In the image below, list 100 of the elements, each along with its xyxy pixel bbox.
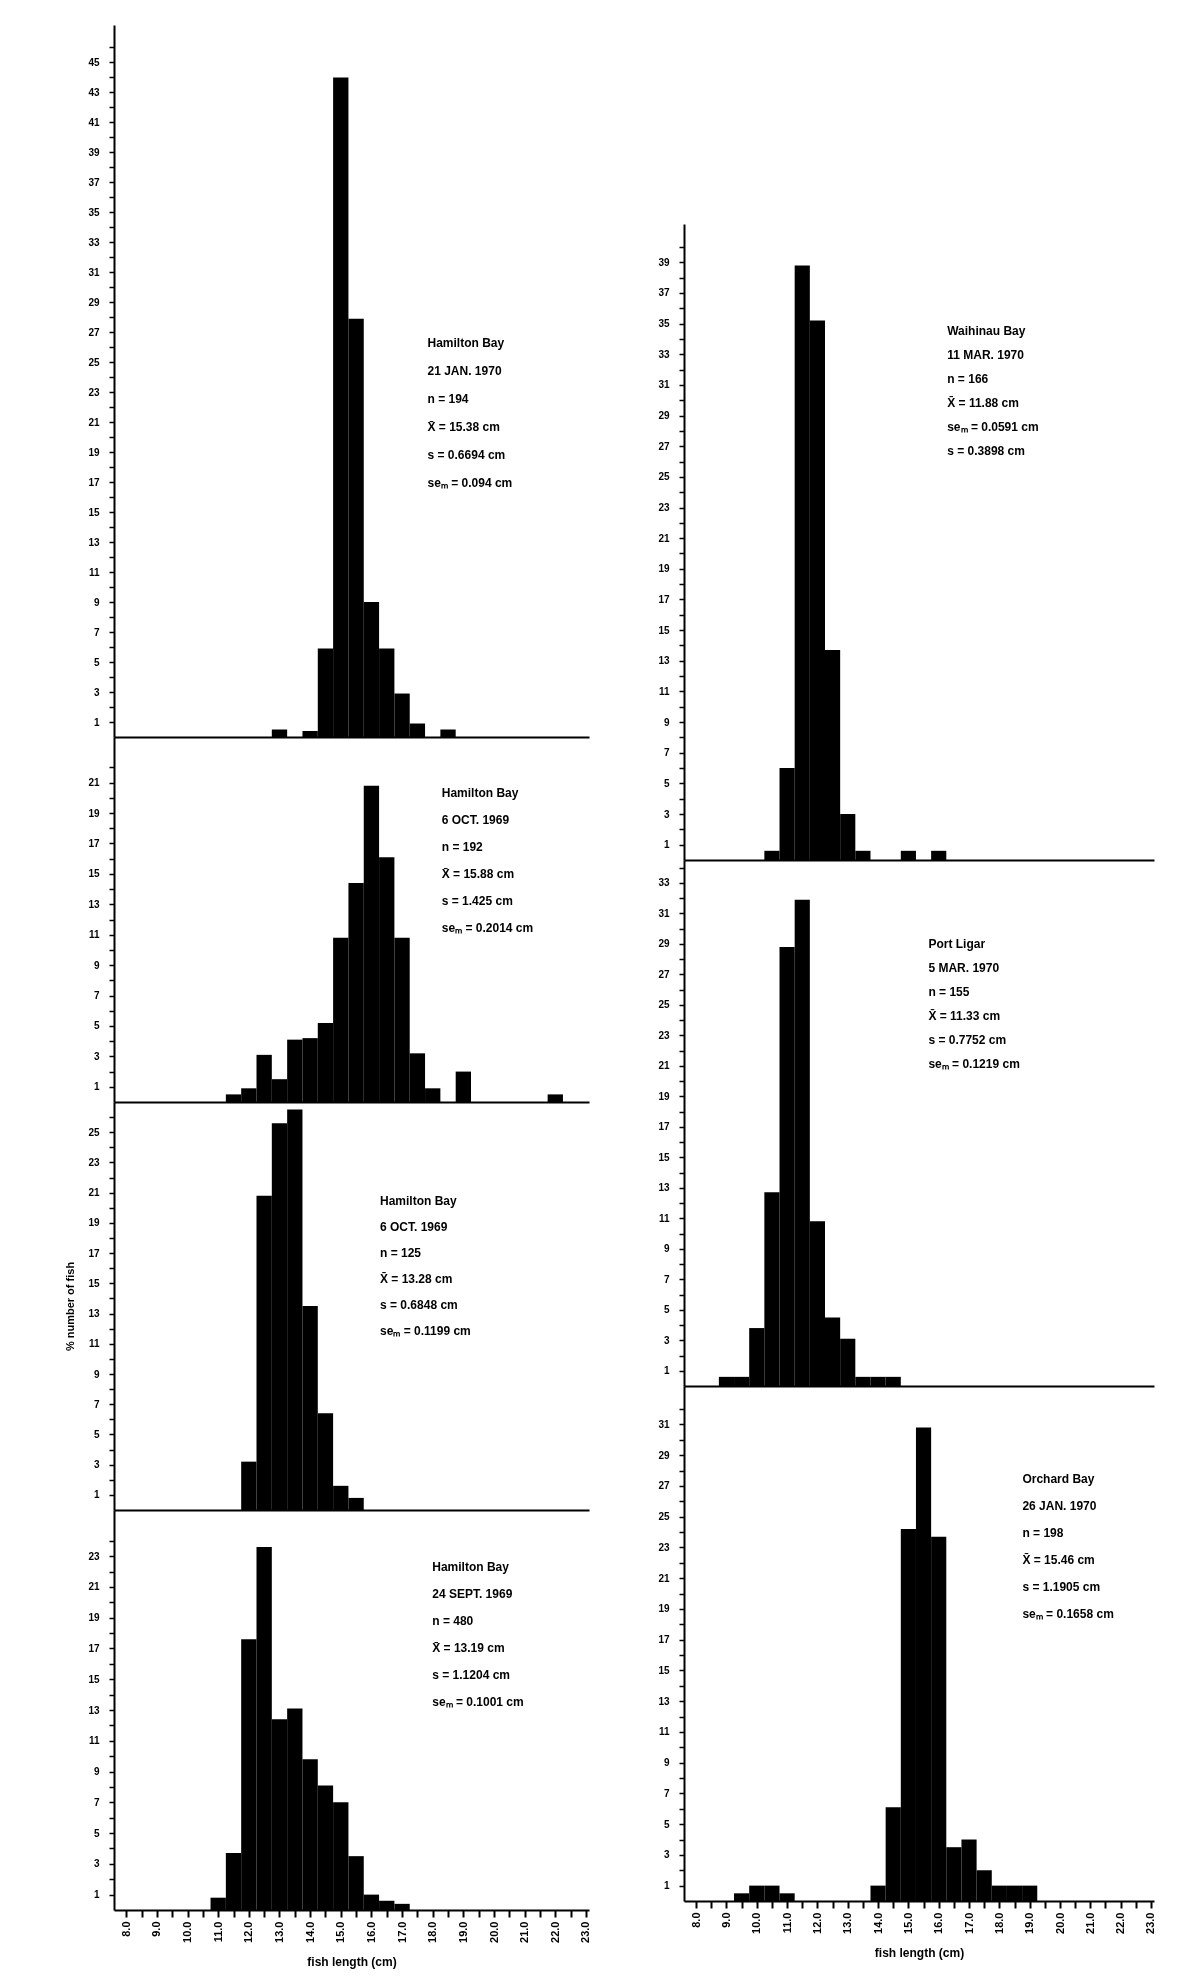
y-tick-label: 15 bbox=[658, 1151, 670, 1163]
annotation: X̄ = 15.88 cm bbox=[441, 867, 515, 882]
text: Hamilton Bay bbox=[427, 336, 505, 351]
y-tick-label: 43 bbox=[88, 86, 100, 98]
y-tick-label: 17 bbox=[658, 1121, 670, 1133]
y-tick-label: 15 bbox=[88, 868, 100, 880]
y-tick-label: 21 bbox=[658, 1060, 670, 1072]
x-tick-label: 17.0 bbox=[395, 1921, 408, 1943]
x-tick-label: 13.0 bbox=[272, 1921, 285, 1943]
x-axis-title: fish length (cm) bbox=[307, 1954, 397, 1969]
y-tick-label: 39 bbox=[658, 256, 670, 268]
y-axis-title: % number of fish bbox=[64, 1261, 77, 1352]
annotation: s = 1.425 cm bbox=[441, 894, 513, 909]
y-tick-label: 17 bbox=[88, 476, 100, 488]
y-tick-label: 35 bbox=[658, 318, 670, 330]
y-tick-label: 13 bbox=[88, 1704, 100, 1716]
y-tick-label: 27 bbox=[658, 440, 670, 452]
y-tick-label: 35 bbox=[88, 206, 100, 218]
annotation: s = 0.7752 cm bbox=[928, 1032, 1007, 1047]
y-tick-label: 41 bbox=[88, 116, 100, 128]
y-tick-label: 13 bbox=[658, 1695, 670, 1707]
annotation: n = 166 bbox=[947, 371, 989, 386]
y-tick-label: 23 bbox=[658, 502, 670, 514]
y-tick-label: 21 bbox=[88, 777, 100, 789]
y-tick-label: 15 bbox=[88, 506, 100, 518]
y-tick-label: 19 bbox=[658, 1090, 670, 1102]
y-tick-label: 13 bbox=[658, 1182, 670, 1194]
y-tick-label: 7 bbox=[93, 1796, 100, 1808]
y-tick-label: 23 bbox=[88, 386, 100, 398]
y-tick-label: 27 bbox=[88, 326, 100, 338]
x-tick-label: 11.0 bbox=[780, 1912, 793, 1934]
y-tick-label: 29 bbox=[658, 1449, 670, 1461]
y-tick-label: 3 bbox=[663, 808, 670, 820]
x-tick-label: 19.0 bbox=[1023, 1912, 1036, 1934]
annotation: n = 198 bbox=[1022, 1525, 1064, 1540]
y-tick-label: 25 bbox=[88, 356, 100, 368]
annotation: seₘ = 0.1199 cm bbox=[380, 1323, 471, 1338]
annotation: n = 192 bbox=[441, 840, 484, 855]
annotation: seₘ = 0.2014 cm bbox=[441, 921, 534, 936]
y-tick-label: 13 bbox=[658, 655, 670, 667]
annotation: seₘ = 0.094 cm bbox=[427, 476, 513, 491]
y-tick-label: 3 bbox=[663, 1849, 670, 1861]
y-tick-label: 1 bbox=[663, 1365, 670, 1377]
y-tick-label: 31 bbox=[658, 379, 670, 391]
y-tick-label: 31 bbox=[88, 266, 100, 278]
x-tick-label: 23.0 bbox=[579, 1921, 592, 1943]
x-tick-label: 13.0 bbox=[841, 1912, 854, 1934]
y-tick-label: 33 bbox=[658, 348, 670, 360]
x-tick-label: 23.0 bbox=[1144, 1912, 1157, 1934]
x-tick-label: 10.0 bbox=[181, 1921, 194, 1943]
y-tick-label: 13 bbox=[88, 536, 100, 548]
y-tick-label: 23 bbox=[658, 1541, 670, 1553]
x-tick-label: 11.0 bbox=[211, 1921, 224, 1943]
annotation: seₘ = 0.1001 cm bbox=[432, 1695, 524, 1709]
x-tick-label: 15.0 bbox=[901, 1912, 914, 1934]
y-tick-label: 1 bbox=[663, 1880, 670, 1892]
y-tick-label: 23 bbox=[88, 1156, 100, 1168]
x-tick-label: 17.0 bbox=[962, 1912, 975, 1934]
y-tick-label: 25 bbox=[658, 1511, 670, 1523]
y-tick-label: 19 bbox=[88, 1217, 100, 1229]
annotation: seₘ = 0.1658 cm bbox=[1022, 1606, 1114, 1621]
annotation: seₘ = 0.1219 cm bbox=[928, 1056, 1020, 1071]
y-tick-label: 11 bbox=[658, 1212, 670, 1224]
y-tick-label: 29 bbox=[658, 410, 670, 422]
x-tick-label: 12.0 bbox=[242, 1921, 255, 1943]
y-tick-label: 17 bbox=[658, 593, 670, 605]
y-tick-label: 9 bbox=[93, 1368, 100, 1380]
annotation: s = 0.3898 cm bbox=[947, 443, 1025, 458]
y-tick-label: 33 bbox=[658, 877, 670, 889]
y-tick-label: 29 bbox=[658, 938, 670, 950]
text: 6 OCT. 1969 bbox=[380, 1219, 448, 1234]
y-tick-label: 7 bbox=[93, 1398, 100, 1410]
x-tick-label: 18.0 bbox=[426, 1921, 439, 1943]
y-tick-label: 37 bbox=[658, 287, 670, 299]
y-tick-label: 11 bbox=[658, 685, 670, 697]
text: 24 SEPT. 1969 bbox=[432, 1587, 513, 1601]
y-tick-label: 5 bbox=[663, 1818, 670, 1830]
annotation: X̄ = 15.46 cm bbox=[1022, 1552, 1095, 1567]
x-tick-label: 9.0 bbox=[719, 1912, 732, 1928]
x-tick-label: 14.0 bbox=[871, 1912, 884, 1934]
y-tick-label: 31 bbox=[658, 907, 670, 919]
x-tick-label: 22.0 bbox=[548, 1921, 561, 1943]
y-tick-label: 25 bbox=[88, 1126, 100, 1138]
y-tick-label: 45 bbox=[88, 56, 100, 68]
annotation: seₘ = 0.0591 cm bbox=[947, 419, 1039, 434]
y-tick-label: 23 bbox=[88, 1550, 100, 1562]
y-tick-label: 5 bbox=[93, 656, 100, 668]
y-tick-label: 9 bbox=[663, 716, 670, 728]
y-tick-label: 23 bbox=[658, 1029, 670, 1041]
x-tick-label: 22.0 bbox=[1114, 1912, 1127, 1934]
x-tick-label: 18.0 bbox=[992, 1912, 1005, 1934]
text: 26 JAN. 1970 bbox=[1022, 1498, 1097, 1513]
x-tick-label: 16.0 bbox=[932, 1912, 945, 1934]
x-tick-label: 8.0 bbox=[689, 1912, 702, 1928]
y-tick-label: 1 bbox=[93, 1489, 100, 1501]
y-tick-label: 15 bbox=[658, 624, 670, 636]
y-tick-label: 15 bbox=[658, 1664, 670, 1676]
annotation: s = 0.6694 cm bbox=[427, 448, 506, 463]
y-tick-label: 5 bbox=[93, 1827, 100, 1839]
y-tick-label: 1 bbox=[663, 839, 670, 851]
